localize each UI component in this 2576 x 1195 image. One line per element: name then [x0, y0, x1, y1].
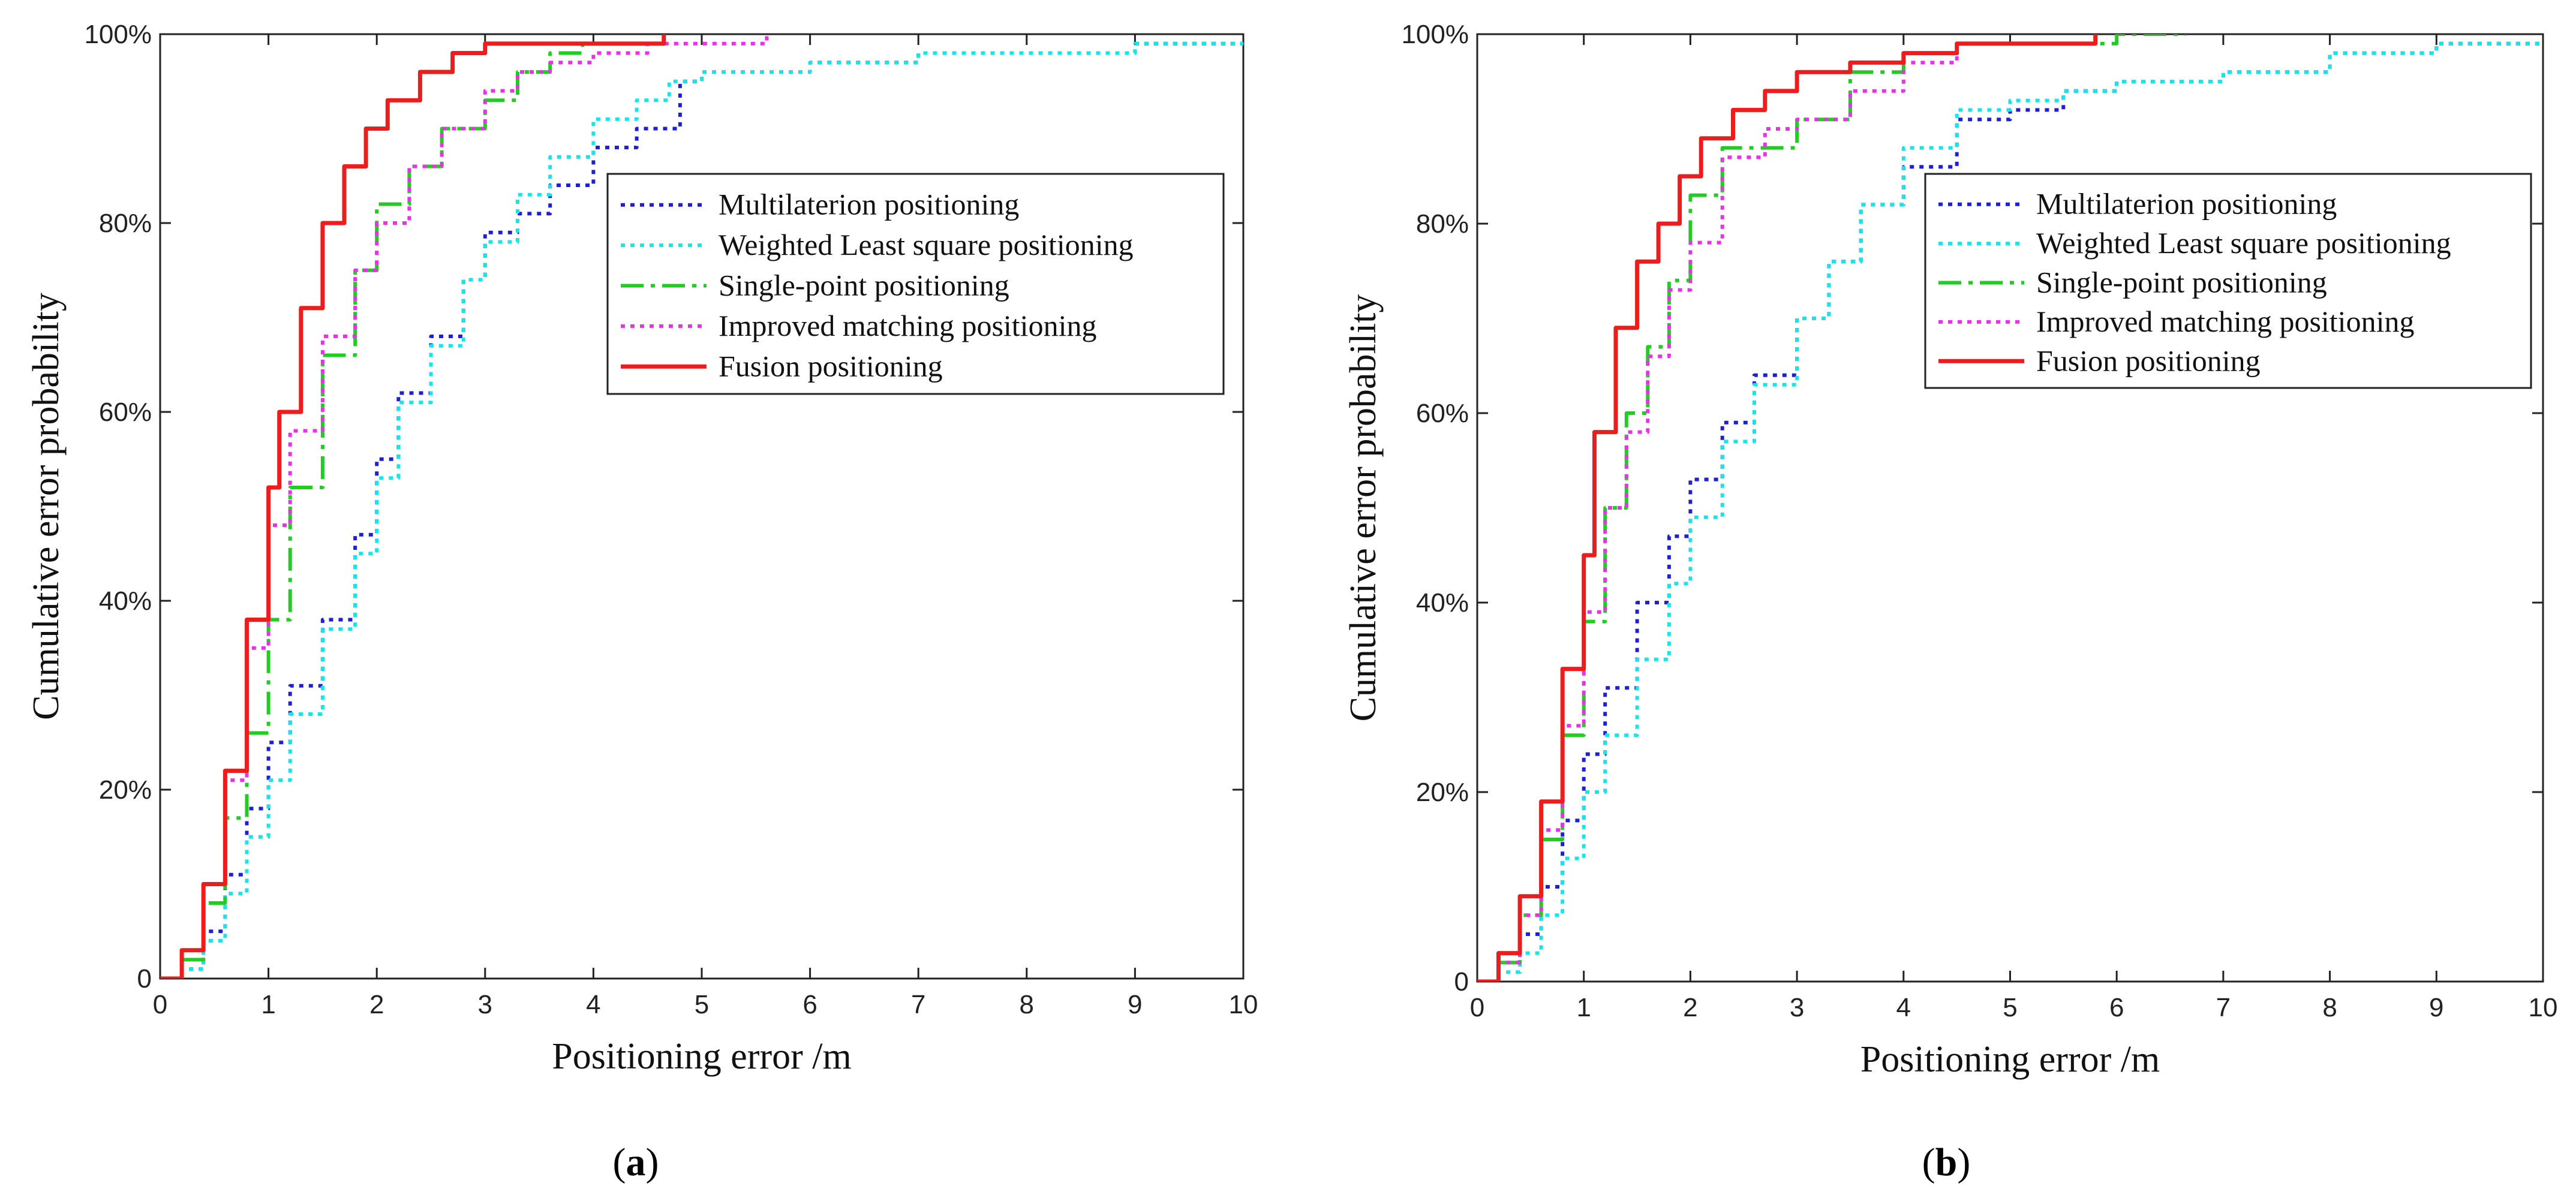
- x-tick-label: 7: [911, 990, 925, 1019]
- x-tick-label: 5: [695, 990, 709, 1019]
- y-axis-label: Cumulative error probability: [26, 293, 67, 720]
- y-tick-label: 80%: [1416, 209, 1469, 239]
- y-tick-label: 0: [137, 964, 152, 994]
- legend-label: Multilaterion positioning: [2036, 187, 2337, 221]
- y-axis-label: Cumulative error probability: [1343, 294, 1384, 722]
- x-tick-label: 1: [261, 990, 275, 1019]
- series-line-weighted-least-square-positioning: [160, 41, 1243, 979]
- legend-label: Weighted Least square positioning: [2036, 226, 2451, 260]
- series-lines: [1477, 34, 2543, 982]
- x-tick-label: 2: [369, 990, 384, 1019]
- legend-box: [1924, 173, 2532, 389]
- series-line-weighted-least-square-positioning: [1477, 41, 2543, 982]
- x-tick-label: 0: [1470, 993, 1484, 1022]
- y-tick-label: 100%: [84, 20, 152, 49]
- legend: Multilaterion positioning Weighted Least …: [606, 173, 1225, 395]
- x-tick-label: 9: [1128, 990, 1142, 1019]
- series-lines: [160, 34, 1243, 979]
- x-tick-label: 6: [2109, 993, 2124, 1022]
- legend-label: Improved matching positioning: [2036, 305, 2414, 338]
- x-tick-label: 8: [2322, 993, 2337, 1022]
- x-tick-label: 8: [1020, 990, 1034, 1019]
- legend-label: Single-point positioning: [2036, 266, 2327, 299]
- series-line-multilaterion-positioning: [1477, 41, 2543, 982]
- y-tick-label: 40%: [1416, 588, 1469, 618]
- legend-label: Weighted Least square positioning: [719, 228, 1134, 261]
- legend-label: Fusion positioning: [2036, 344, 2261, 377]
- panel-label: (b): [1922, 1140, 1971, 1184]
- x-tick-label: 4: [586, 990, 600, 1019]
- series-line-fusion-positioning: [1477, 34, 2098, 982]
- x-tick-label: 0: [153, 990, 167, 1019]
- y-tick-label: 80%: [99, 209, 152, 238]
- legend-box: [606, 173, 1225, 395]
- x-tick-label: 3: [478, 990, 492, 1019]
- chart-panel-a: 0 1 2 3 4 5 6 7 8 9 10 0 20% 40% 60% 80% 100% Positioning…: [26, 20, 1258, 1184]
- series-line-single-point-positioning: [160, 43, 585, 979]
- legend: Multilaterion positioning Weighted Least …: [1924, 173, 2532, 389]
- y-tick-label: 60%: [1416, 399, 1469, 428]
- x-tick-label: 2: [1683, 993, 1697, 1022]
- legend-label: Fusion positioning: [719, 349, 943, 383]
- y-tick-label: 100%: [1401, 20, 1469, 49]
- x-tick-label: 9: [2429, 993, 2443, 1022]
- legend-label: Single-point positioning: [719, 269, 1009, 302]
- legend-label: Improved matching positioning: [719, 309, 1096, 342]
- chart-panel-b: 0 1 2 3 4 5 6 7 8 9 10 0 20% 40% 60% 80% 100% Positioning…: [1343, 20, 2557, 1184]
- y-tick-label: 20%: [1416, 778, 1469, 807]
- y-tick-label: 40%: [99, 586, 152, 616]
- x-tick-label: 10: [2529, 993, 2558, 1022]
- x-tick-label: 5: [2003, 993, 2017, 1022]
- y-tick-label: 0: [1454, 967, 1469, 997]
- x-tick-label: 3: [1790, 993, 1804, 1022]
- legend-label: Multilaterion positioning: [719, 188, 1019, 221]
- x-tick-label: 7: [2216, 993, 2231, 1022]
- x-tick-label: 10: [1229, 990, 1258, 1019]
- y-tick-label: 20%: [99, 775, 152, 805]
- x-tick-label: 1: [1576, 993, 1591, 1022]
- y-tick-label: 60%: [99, 398, 152, 427]
- x-tick-label: 4: [1896, 993, 1911, 1022]
- x-tick-label: 6: [802, 990, 817, 1019]
- panel-label: (a): [613, 1140, 659, 1184]
- x-axis-label: Positioning error /m: [552, 1036, 851, 1077]
- x-axis-label: Positioning error /m: [1860, 1039, 2160, 1080]
- series-line-fusion-positioning: [160, 34, 666, 979]
